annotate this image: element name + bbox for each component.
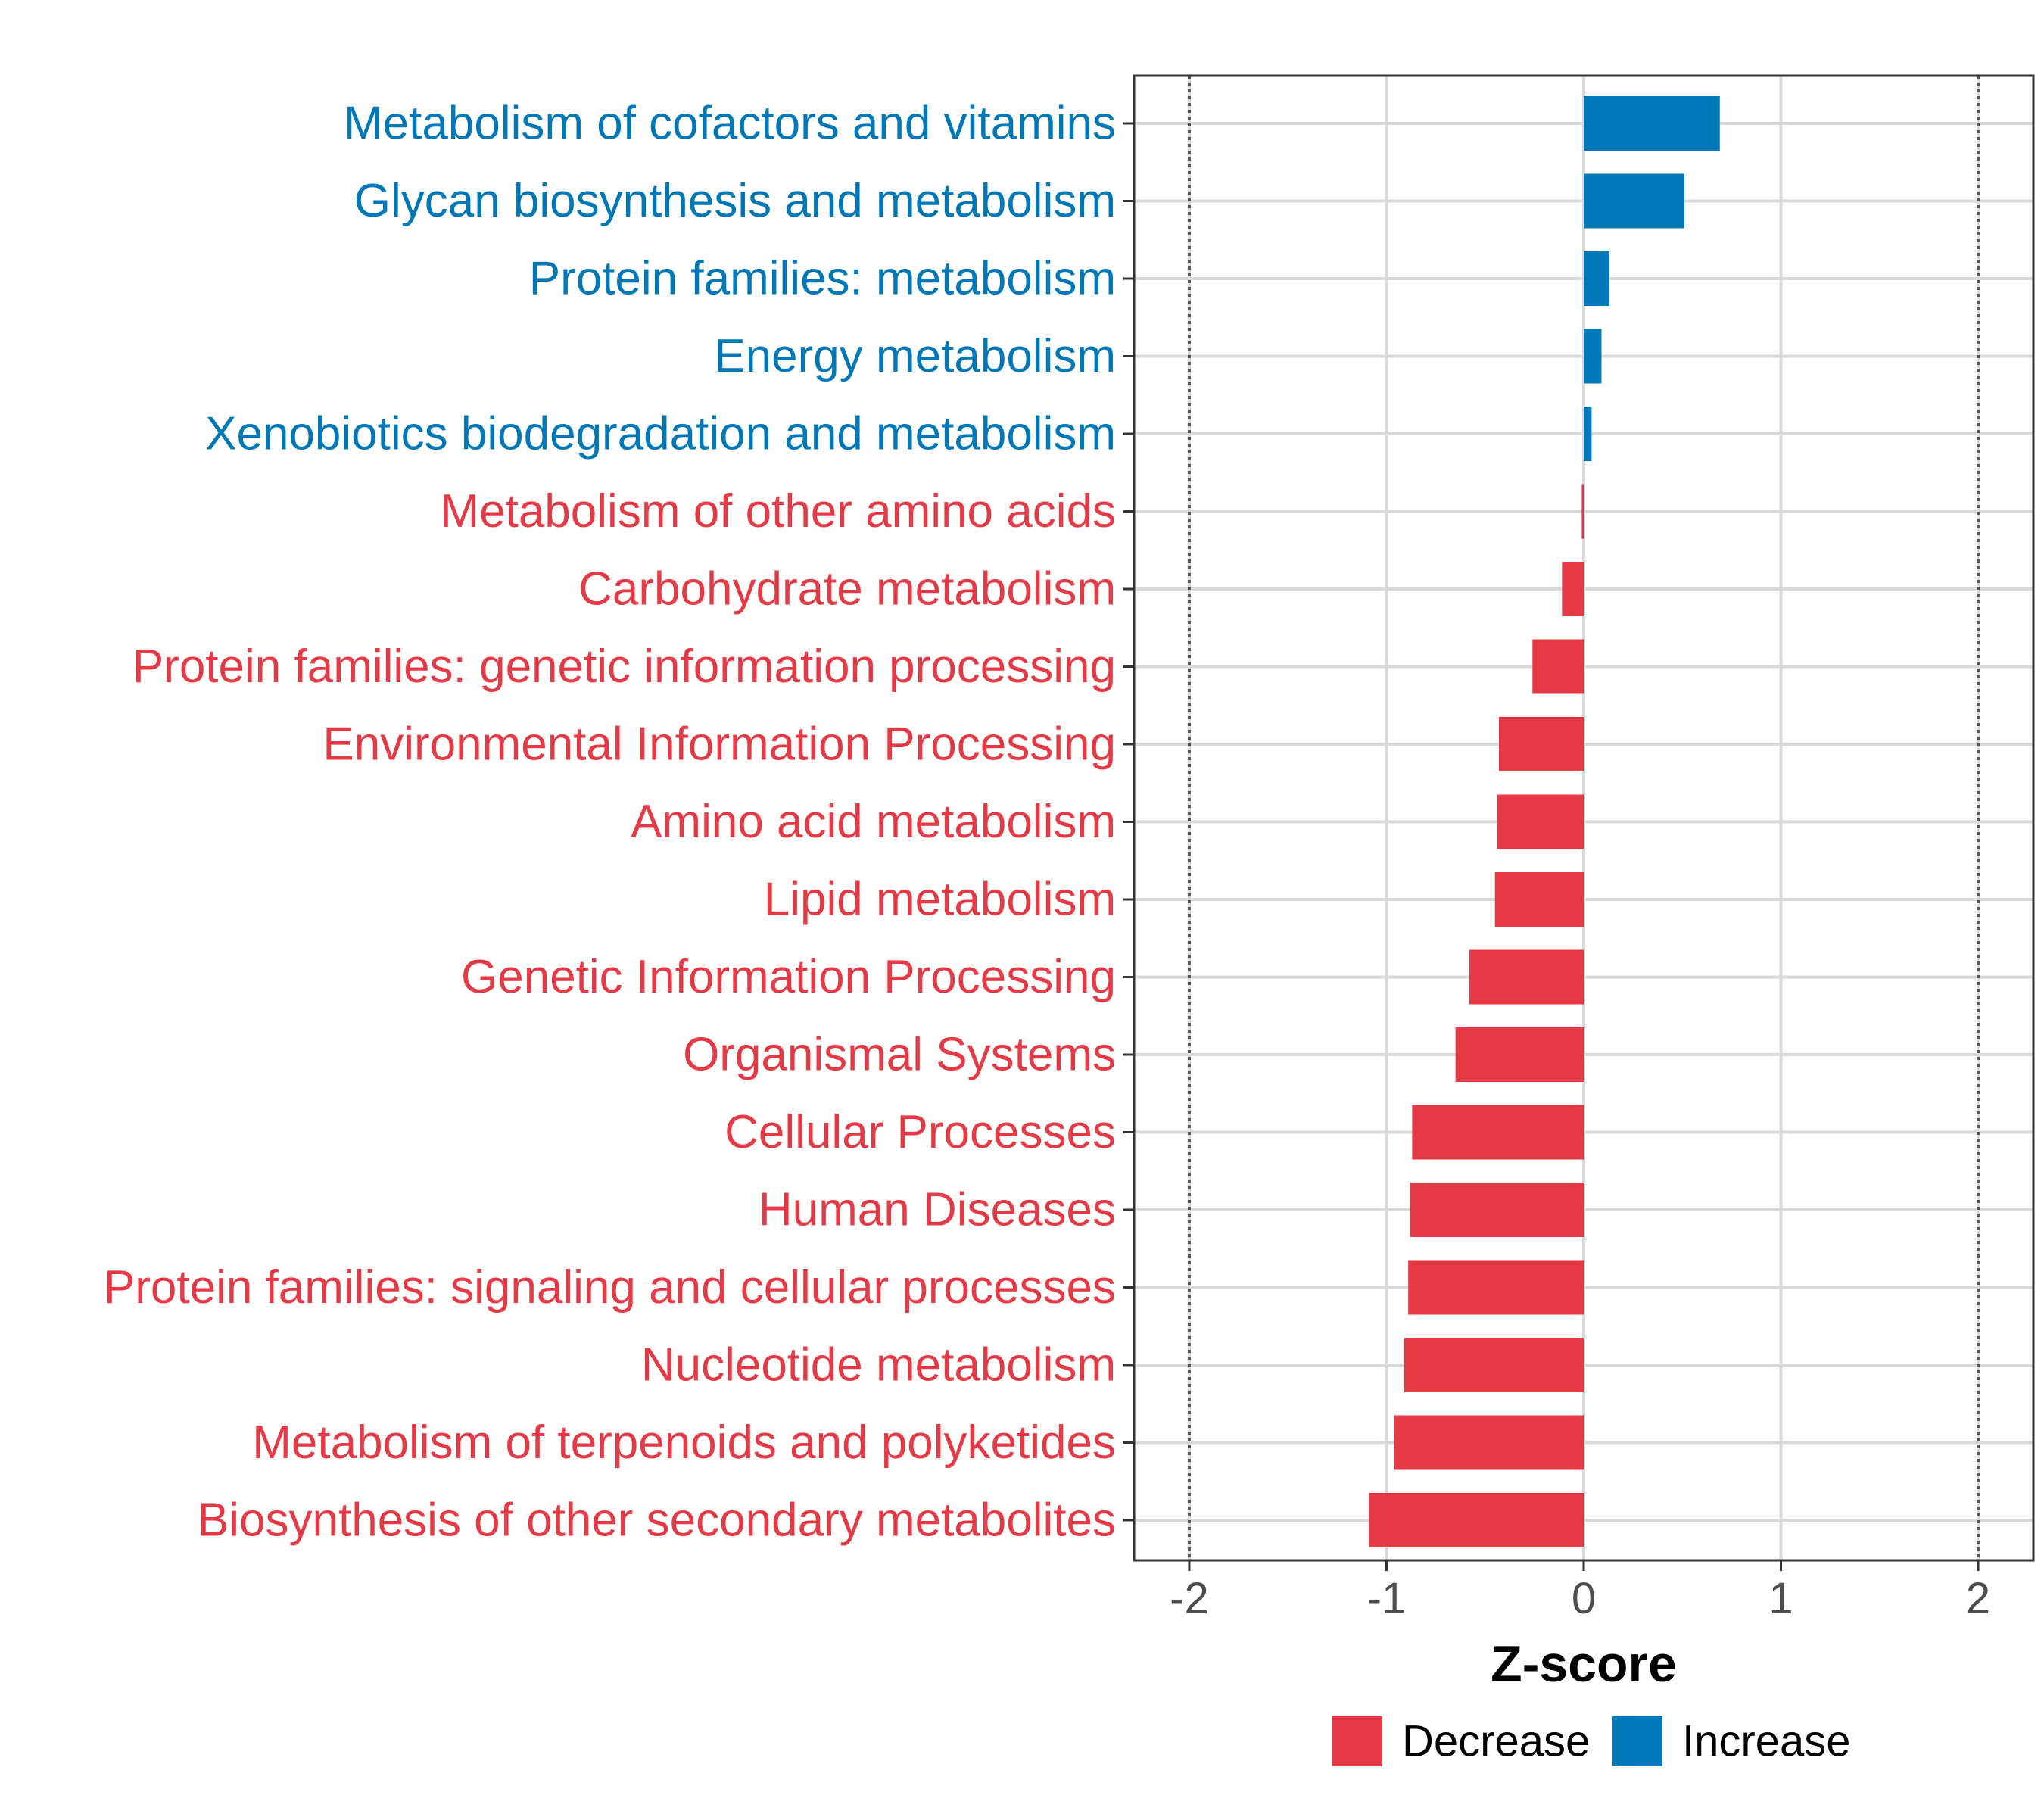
category-label: Cellular Processes — [724, 1106, 1116, 1158]
category-label: Organismal Systems — [683, 1029, 1116, 1081]
category-label: Lipid metabolism — [764, 874, 1116, 926]
bar — [1581, 484, 1584, 539]
x-tick-label: -1 — [1367, 1574, 1407, 1623]
bar — [1532, 639, 1584, 694]
bar — [1584, 407, 1592, 461]
category-label: Carbohydrate metabolism — [578, 563, 1116, 616]
bar — [1410, 1183, 1584, 1237]
y-axis-ticks — [1123, 122, 1134, 1522]
category-label: Biosynthesis of other secondary metaboli… — [198, 1494, 1116, 1547]
x-axis-ticks: -2 -1 0 1 2 — [1170, 1560, 1990, 1623]
bar — [1497, 794, 1584, 849]
category-label: Environmental Information Processing — [322, 718, 1116, 771]
category-label: Protein families: genetic information pr… — [132, 640, 1116, 693]
x-tick-label: 0 — [1572, 1574, 1596, 1623]
bar — [1562, 562, 1584, 616]
bar — [1394, 1415, 1584, 1470]
x-tick-label: 2 — [1966, 1574, 1990, 1623]
bars — [1369, 96, 1720, 1547]
reference-lines — [1187, 76, 1980, 1560]
x-tick-label: 1 — [1768, 1574, 1793, 1623]
category-label: Xenobiotics biodegradation and metabolis… — [205, 408, 1116, 460]
bar — [1584, 329, 1602, 384]
category-label: Metabolism of cofactors and vitamins — [344, 98, 1116, 150]
category-label: Energy metabolism — [714, 330, 1116, 382]
category-label: Human Diseases — [759, 1184, 1116, 1236]
category-label: Amino acid metabolism — [631, 796, 1116, 848]
category-label: Glycan biosynthesis and metabolism — [354, 175, 1116, 227]
category-label: Protein families: signaling and cellular… — [104, 1261, 1116, 1314]
bar — [1369, 1493, 1584, 1547]
category-labels: Metabolism of cofactors and vitamins Glyc… — [104, 98, 1116, 1547]
category-label: Nucleotide metabolism — [641, 1339, 1116, 1392]
legend-swatch — [1612, 1716, 1662, 1766]
bar — [1584, 173, 1684, 229]
category-label: Genetic Information Processing — [461, 951, 1116, 1003]
legend: Decrease Increase — [1332, 1716, 1850, 1766]
legend-label: Decrease — [1402, 1717, 1590, 1766]
bar — [1584, 96, 1720, 151]
category-label: Protein families: metabolism — [529, 253, 1116, 305]
bar — [1455, 1027, 1584, 1082]
legend-label: Increase — [1682, 1717, 1850, 1766]
category-label: Metabolism of other amino acids — [440, 485, 1116, 538]
legend-swatch — [1332, 1716, 1382, 1766]
x-tick-label: -2 — [1170, 1574, 1209, 1623]
category-label: Metabolism of terpenoids and polyketides — [252, 1417, 1116, 1469]
bar — [1498, 717, 1584, 771]
bar — [1404, 1338, 1584, 1392]
bar — [1408, 1260, 1584, 1315]
bar — [1412, 1105, 1584, 1160]
bar — [1494, 872, 1584, 927]
bar — [1469, 949, 1584, 1005]
x-axis-title: Z-score — [1491, 1635, 1677, 1693]
bar — [1584, 251, 1609, 306]
